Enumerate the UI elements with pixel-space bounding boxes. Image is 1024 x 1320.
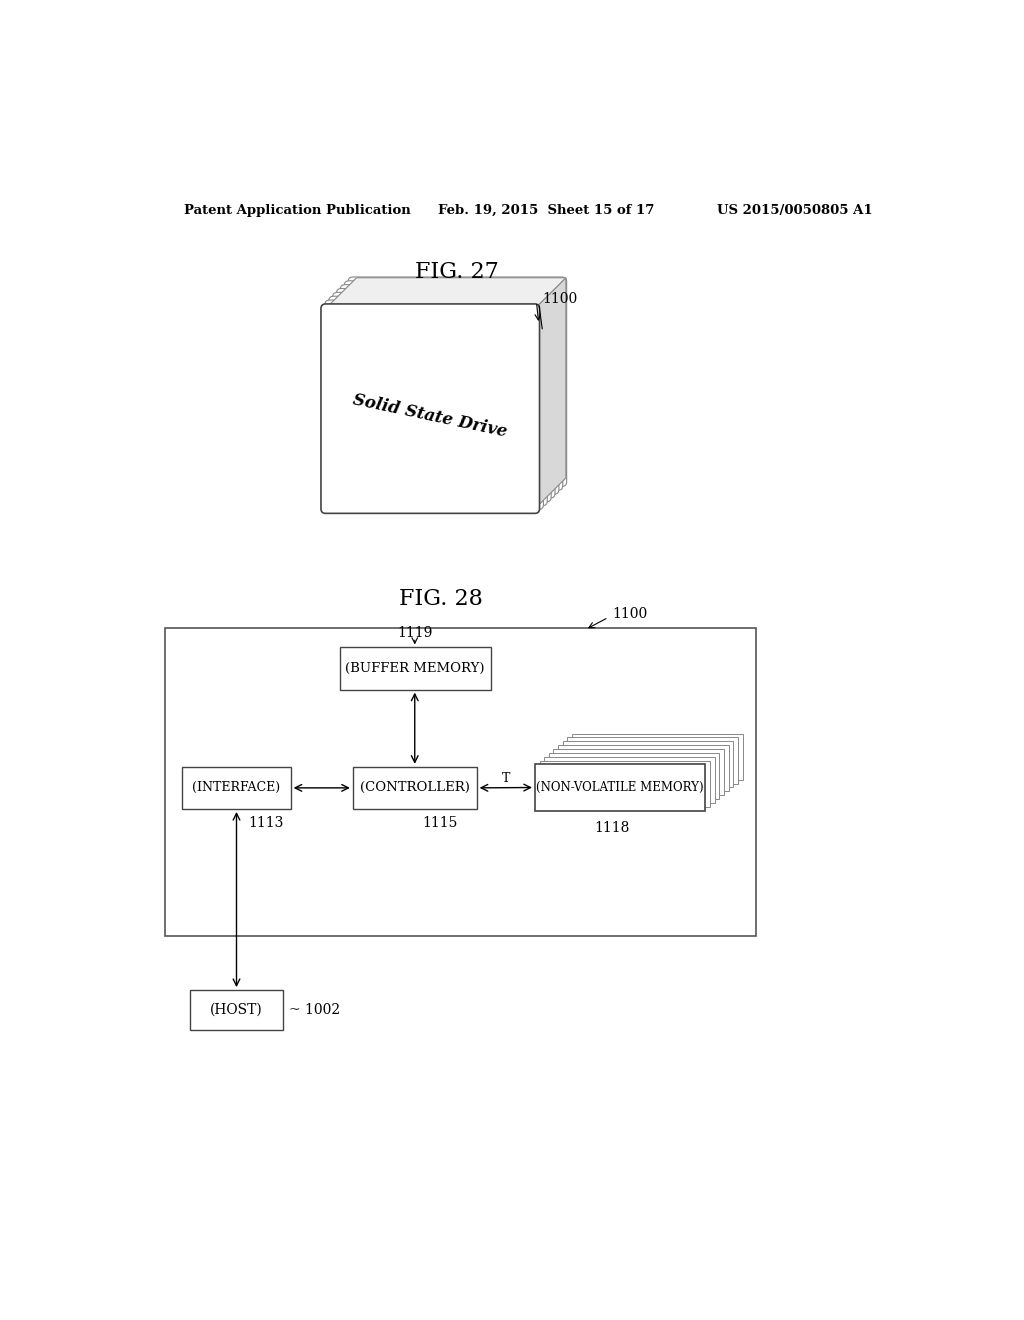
Text: FIG. 27: FIG. 27 — [415, 261, 499, 284]
Bar — [190, 990, 283, 1030]
Text: Patent Application Publication: Patent Application Publication — [183, 205, 411, 218]
Text: Feb. 19, 2015  Sheet 15 of 17: Feb. 19, 2015 Sheet 15 of 17 — [438, 205, 654, 218]
Polygon shape — [326, 277, 566, 309]
Bar — [352, 767, 477, 809]
Text: (BUFFER MEMORY): (BUFFER MEMORY) — [345, 663, 484, 675]
FancyBboxPatch shape — [325, 300, 544, 510]
Bar — [549, 752, 719, 799]
Text: (INTERFACE): (INTERFACE) — [193, 781, 281, 795]
Bar — [535, 764, 706, 810]
FancyBboxPatch shape — [344, 281, 563, 490]
Bar — [544, 756, 715, 803]
Text: T: T — [502, 772, 510, 785]
FancyBboxPatch shape — [333, 293, 551, 502]
Text: 1118: 1118 — [595, 821, 630, 834]
Bar — [558, 744, 729, 792]
Bar — [165, 628, 756, 936]
Bar — [572, 734, 742, 780]
Bar — [540, 760, 710, 807]
Bar — [567, 738, 738, 784]
Text: 1100: 1100 — [543, 292, 578, 306]
FancyBboxPatch shape — [340, 285, 559, 494]
Polygon shape — [535, 277, 566, 508]
Text: FIG. 28: FIG. 28 — [399, 587, 483, 610]
Text: ~ 1002: ~ 1002 — [289, 1003, 340, 1016]
Text: (CONTROLLER): (CONTROLLER) — [359, 781, 470, 795]
Bar — [340, 647, 490, 689]
FancyBboxPatch shape — [329, 296, 547, 506]
Text: 1100: 1100 — [612, 607, 647, 622]
FancyBboxPatch shape — [337, 289, 555, 498]
Text: (NON-VOLATILE MEMORY): (NON-VOLATILE MEMORY) — [537, 781, 703, 795]
Bar — [563, 742, 733, 788]
FancyBboxPatch shape — [348, 277, 566, 487]
Bar — [554, 748, 724, 795]
Text: 1115: 1115 — [423, 816, 458, 830]
Text: (HOST): (HOST) — [210, 1003, 263, 1016]
Bar — [182, 767, 291, 809]
FancyBboxPatch shape — [321, 304, 540, 513]
Text: 1119: 1119 — [397, 627, 432, 640]
Text: Solid State Drive: Solid State Drive — [351, 392, 509, 441]
Text: 1113: 1113 — [248, 816, 284, 830]
Text: US 2015/0050805 A1: US 2015/0050805 A1 — [717, 205, 872, 218]
